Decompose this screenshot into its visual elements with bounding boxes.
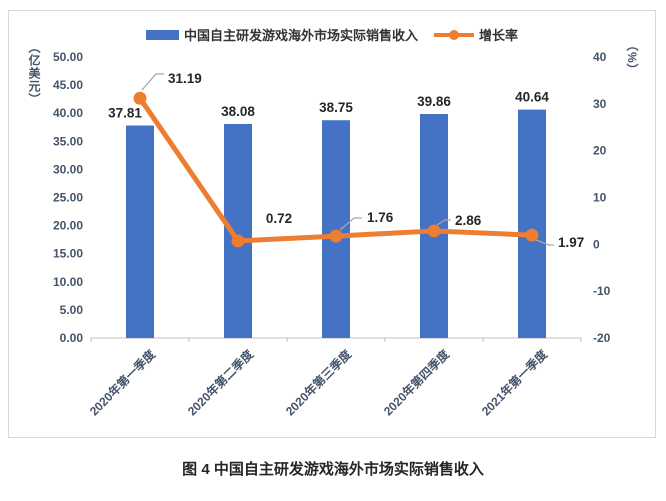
- legend-label-revenue: 中国自主研发游戏海外市场实际销售收入: [183, 28, 418, 43]
- x-axis-category-label: 2020年第三季度: [282, 346, 355, 419]
- data-label-leader-line: [339, 217, 362, 231]
- data-label-leader-line: [141, 73, 164, 91]
- right-axis-title: （%）: [625, 39, 639, 77]
- left-axis-tick-label: 5.00: [60, 303, 84, 317]
- combo-chart-svg: 0.00 5.00 10.00 15.00 20.00 25.00 30.00 35.00 40…: [53, 50, 611, 419]
- legend-item-growth-rate: 增长率: [434, 25, 518, 44]
- growth-rate-value-label: 0.72: [266, 211, 292, 226]
- bar-value-label: 38.75: [319, 100, 353, 115]
- growth-rate-value-label: 31.19: [168, 71, 202, 86]
- left-axis-tick-label: 10.00: [53, 275, 83, 289]
- right-axis-tick-label: 30: [593, 97, 607, 111]
- growth-rate-value-label: 1.97: [558, 235, 584, 250]
- data-label-leader-line: [535, 239, 554, 246]
- line-swatch-icon: [434, 29, 474, 40]
- legend: 中国自主研发游戏海外市场实际销售收入 增长率: [9, 25, 655, 44]
- left-axis-tick-label: 35.00: [53, 134, 83, 148]
- right-axis-tick-label: -10: [593, 284, 611, 298]
- growth-rate-point: [231, 234, 245, 248]
- right-axis-tick-label: -20: [593, 331, 611, 345]
- bar-value-label: 39.86: [417, 94, 451, 109]
- revenue-bar: [518, 109, 546, 338]
- growth-rate-point: [427, 224, 441, 238]
- x-axis-category-label: 2021年第一季度: [478, 346, 551, 419]
- data-label-leader-line: [436, 219, 451, 226]
- legend-label-growth-rate: 增长率: [479, 28, 519, 43]
- growth-rate-point: [525, 228, 539, 242]
- chart-area: 中国自主研发游戏海外市场实际销售收入 增长率 （亿美元） （%） 0.00 5.0…: [8, 10, 656, 438]
- x-axis-category-label: 2020年第一季度: [86, 346, 159, 419]
- right-axis-tick-label: 0: [593, 237, 600, 251]
- left-axis-title: （亿美元）: [27, 41, 41, 106]
- revenue-bar: [322, 120, 350, 338]
- bar-value-label: 38.08: [221, 104, 255, 119]
- revenue-bar: [126, 125, 154, 338]
- bar-value-label: 37.81: [108, 106, 142, 121]
- bar-value-label: 40.64: [515, 90, 549, 105]
- bar-swatch-icon: [145, 29, 179, 40]
- left-axis-tick-label: 25.00: [53, 191, 83, 205]
- right-axis-tick-label: 10: [593, 191, 607, 205]
- x-axis-category-label: 2020年第二季度: [184, 346, 257, 419]
- left-axis-tick-label: 15.00: [53, 247, 83, 261]
- left-axis-tick-label: 40.00: [53, 106, 83, 120]
- figure-caption: 图 4 中国自主研发游戏海外市场实际销售收入: [182, 461, 484, 478]
- right-axis-tick-label: 20: [593, 144, 607, 158]
- growth-rate-value-label: 2.86: [455, 213, 482, 228]
- growth-rate-point: [329, 229, 343, 243]
- x-axis-category-label: 2020年第四季度: [380, 346, 453, 419]
- left-axis-tick-label: 30.00: [53, 162, 83, 176]
- left-axis-tick-label: 45.00: [53, 78, 83, 92]
- left-axis-tick-label: 0.00: [60, 331, 84, 345]
- growth-rate-point: [133, 91, 147, 105]
- left-axis-tick-label: 50.00: [53, 50, 83, 64]
- right-axis-tick-label: 40: [593, 50, 607, 64]
- left-axis-tick-label: 20.00: [53, 219, 83, 233]
- growth-rate-value-label: 1.76: [367, 210, 394, 225]
- legend-item-revenue: 中国自主研发游戏海外市场实际销售收入: [145, 25, 418, 44]
